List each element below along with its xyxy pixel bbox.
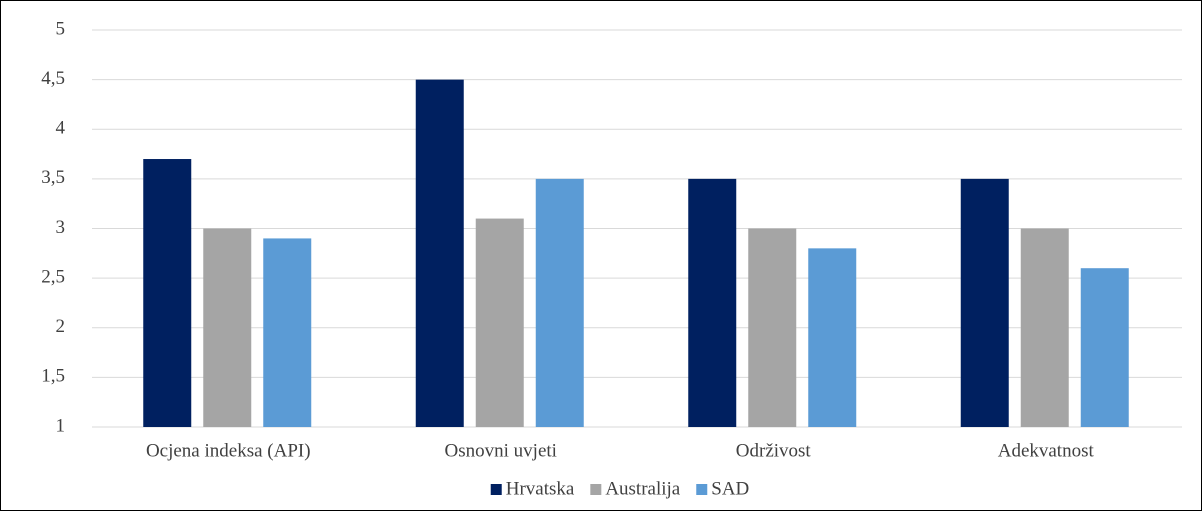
y-tick-label: 4,5: [41, 68, 65, 89]
y-tick-label: 2: [56, 316, 66, 337]
x-tick-label: Održivost: [736, 440, 812, 461]
bar: [1020, 228, 1069, 427]
y-tick-label: 5: [56, 18, 66, 39]
y-tick-label: 3: [56, 217, 66, 238]
y-tick-label: 2,5: [41, 266, 65, 287]
bar: [263, 238, 312, 427]
y-tick-label: 1: [56, 415, 66, 436]
legend-swatch: [590, 484, 602, 495]
bar: [415, 79, 464, 427]
bar: [960, 178, 1009, 427]
y-tick-label: 1,5: [41, 366, 65, 387]
bar: [203, 228, 252, 427]
y-tick-label: 3,5: [41, 167, 65, 188]
x-tick-label: Adekvatnost: [998, 440, 1095, 461]
bar: [1080, 268, 1129, 427]
bar: [535, 178, 584, 427]
legend-swatch: [696, 484, 708, 495]
x-tick-label: Ocjena indeksa (API): [146, 440, 311, 461]
bar: [688, 178, 737, 427]
x-tick-label: Osnovni uvjeti: [445, 440, 557, 461]
bar: [475, 218, 524, 427]
legend-label: SAD: [711, 478, 749, 499]
legend-label: Hrvatska: [506, 478, 575, 499]
legend-label: Australija: [605, 478, 680, 499]
bar: [748, 228, 797, 427]
legend-swatch: [490, 484, 502, 495]
bar: [808, 248, 857, 427]
bar: [143, 159, 192, 427]
y-tick-label: 4: [56, 118, 66, 139]
